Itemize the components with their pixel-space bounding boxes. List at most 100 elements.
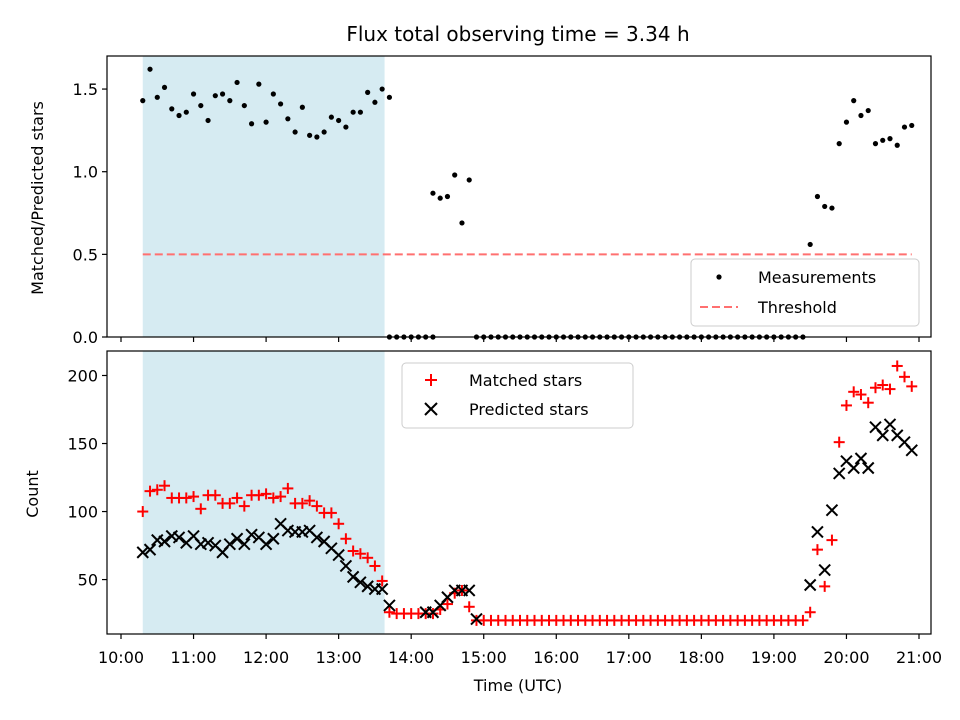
predicted-point — [172, 531, 186, 544]
legend-label-threshold: Threshold — [757, 298, 837, 317]
predicted-point — [832, 467, 846, 480]
measurement-point — [379, 86, 385, 92]
predicted-point — [818, 563, 831, 577]
y-tick-label: 0.5 — [73, 245, 98, 264]
measurement-point — [248, 121, 255, 127]
measurement-point — [909, 122, 915, 129]
x-tick-label: 13:00 — [316, 648, 362, 667]
matched-point — [267, 492, 279, 504]
predicted-point — [375, 582, 389, 596]
measurement-point — [285, 116, 291, 122]
predicted-point — [230, 532, 244, 545]
matched-point — [311, 500, 323, 512]
x-tick-label: 18:00 — [678, 648, 724, 667]
top-y-axis-label: Matched/Predicted stars — [28, 101, 47, 295]
predicted-point — [383, 599, 396, 612]
measurement-point — [176, 112, 182, 119]
x-tick-label: 10:00 — [98, 648, 144, 667]
y-tick-label: 50 — [78, 571, 98, 590]
matched-point — [441, 598, 453, 610]
bottom-x-ticks: 10:00 11:00 12:00 13:00 14:00 15:00 16:00 17:00… — [98, 634, 942, 667]
measurement-point — [372, 99, 378, 105]
matched-point — [862, 397, 874, 409]
matched-point — [195, 503, 207, 515]
predicted-point — [854, 452, 868, 465]
x-tick-label: 16:00 — [533, 648, 579, 667]
predicted-point — [158, 535, 171, 548]
matched-point — [275, 491, 287, 503]
measurement-point — [314, 134, 320, 140]
bottom-legend-box — [401, 362, 634, 429]
top-axes-frame — [106, 55, 932, 338]
matched-point — [848, 386, 860, 398]
matched-point — [855, 389, 867, 401]
measurement-point — [154, 94, 160, 100]
measurement-point — [452, 172, 458, 178]
predicted-point — [267, 532, 280, 545]
predicted-point — [332, 548, 345, 562]
measurement-point — [350, 109, 356, 115]
matched-point — [282, 482, 294, 494]
y-tick-label: 200 — [67, 366, 98, 385]
matched-point — [804, 606, 816, 618]
matched-point — [144, 485, 156, 497]
measurement-point — [343, 124, 349, 130]
x-tick-label: 17:00 — [606, 648, 652, 667]
measurement-point — [147, 66, 153, 72]
predicted-point — [876, 429, 889, 442]
measurement-point — [894, 142, 900, 148]
predicted-point — [470, 612, 483, 626]
predicted-point — [143, 543, 157, 556]
matched-point — [180, 492, 192, 504]
matched-point — [869, 382, 881, 394]
matched-point — [797, 614, 809, 626]
measurement-point — [227, 98, 233, 104]
matched-point — [362, 552, 374, 564]
legend-marker-measurements — [716, 274, 722, 280]
measurement-point — [256, 81, 262, 87]
top-legend-box — [690, 258, 920, 327]
measurement-point — [307, 132, 313, 138]
measurement-point — [234, 79, 240, 86]
predicted-point — [238, 537, 251, 551]
measurement-point — [278, 101, 284, 107]
matched-point — [304, 495, 316, 507]
matched-point — [811, 544, 823, 556]
measurement-point — [901, 124, 908, 130]
measurement-point — [814, 193, 821, 200]
predicted-point — [883, 418, 897, 431]
predicted-point — [201, 536, 215, 550]
top-panel: Flux total observing time = 3.34 h 0.00.… — [28, 22, 932, 347]
matched-point — [325, 507, 337, 519]
measurement-point — [386, 94, 393, 100]
predicted-point — [803, 578, 817, 592]
measurement-point — [321, 129, 327, 135]
matched-point — [819, 580, 831, 592]
matched-point — [347, 545, 359, 557]
matched-point — [260, 488, 272, 500]
measurement-point — [829, 205, 835, 211]
measurement-point — [880, 137, 886, 143]
measurement-point — [466, 177, 472, 183]
bottom-shaded-span — [142, 351, 385, 634]
predicted-point — [825, 503, 839, 517]
measurement-point — [183, 109, 189, 115]
legend-marker-matched — [425, 374, 437, 386]
bottom-axes-frame — [106, 350, 932, 635]
x-axis-label: Time (UTC) — [473, 676, 562, 695]
matched-point — [253, 489, 265, 501]
predicted-point — [463, 584, 476, 597]
measurement-point — [444, 193, 451, 200]
matched-point — [354, 548, 366, 560]
matched-point — [891, 360, 903, 372]
matched-point — [877, 379, 889, 391]
matched-point — [376, 575, 388, 587]
predicted-point — [847, 461, 860, 475]
x-tick-label: 19:00 — [751, 648, 797, 667]
top-y-ticks: 0.0 0.5 1.0 1.5 — [73, 80, 107, 347]
top-legend: Measurements Threshold — [690, 258, 920, 327]
matched-point — [826, 534, 838, 546]
bottom-y-ticks: 50 100 150 200 — [67, 366, 107, 590]
matched-stars-points — [137, 360, 918, 626]
matched-point — [159, 480, 171, 492]
